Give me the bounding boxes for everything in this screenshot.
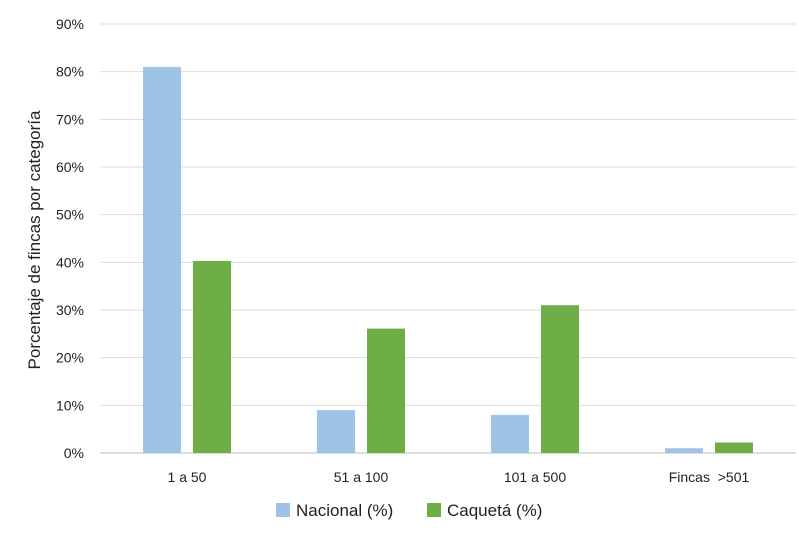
x-tick-label: 1 a 50: [168, 469, 207, 485]
x-tick-label: Fincas >501: [669, 469, 750, 485]
y-tick-label: 60%: [56, 159, 84, 175]
y-tick-label: 10%: [56, 397, 84, 413]
y-tick-label: 50%: [56, 207, 84, 223]
y-axis-label: Porcentaje de fincas por categoría: [25, 110, 44, 369]
bar-caqueta-2: [541, 305, 579, 453]
x-axis-ticks: 1 a 50 51 a 100 101 a 500 Fincas >501: [168, 469, 750, 485]
x-tick-label: 51 a 100: [334, 469, 389, 485]
bar-caqueta-0: [193, 260, 231, 453]
y-tick-label: 0%: [64, 445, 84, 461]
y-tick-label: 70%: [56, 111, 84, 127]
bar-nacional-1: [317, 410, 355, 453]
y-tick-label: 40%: [56, 254, 84, 270]
y-axis-ticks: 0% 10% 20% 30% 40% 50% 60% 70% 80% 90%: [56, 16, 84, 461]
bars: [143, 66, 753, 454]
y-tick-label: 80%: [56, 64, 84, 80]
y-tick-label: 20%: [56, 350, 84, 366]
legend-swatch-nacional: [276, 503, 290, 517]
y-tick-label: 30%: [56, 302, 84, 318]
legend-label-nacional: Nacional (%): [296, 501, 393, 520]
legend: Nacional (%) Caquetá (%): [276, 501, 542, 520]
bar-nacional-3: [665, 448, 703, 453]
bar-nacional-2: [491, 414, 529, 453]
x-tick-label: 101 a 500: [504, 469, 566, 485]
bar-nacional-0: [143, 66, 181, 454]
bar-caqueta-1: [367, 328, 405, 453]
legend-swatch-caqueta: [427, 503, 441, 517]
y-tick-label: 90%: [56, 16, 84, 32]
bar-caqueta-3: [715, 442, 753, 453]
legend-label-caqueta: Caquetá (%): [447, 501, 542, 520]
